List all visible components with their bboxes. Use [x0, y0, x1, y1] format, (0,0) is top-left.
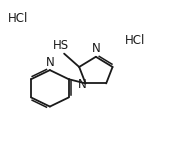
- Text: N: N: [46, 56, 54, 69]
- Text: N: N: [92, 42, 101, 55]
- Text: HCl: HCl: [125, 34, 146, 47]
- Text: HS: HS: [53, 39, 69, 52]
- Text: HCl: HCl: [8, 12, 28, 25]
- Text: N: N: [78, 78, 86, 91]
